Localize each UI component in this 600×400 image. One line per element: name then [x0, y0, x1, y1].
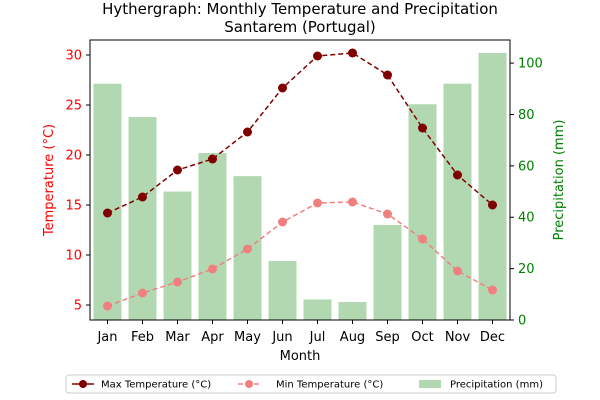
axes: 5 10 15 20 25 30 0 20 40 60 80 100 Jan Feb Mar Apr May Ju… — [65, 39, 543, 345]
precip-bar-nov — [443, 83, 472, 320]
y-right-tick-label: 0 — [518, 314, 526, 329]
precip-bar-dec — [478, 52, 507, 321]
max-temp-point-apr — [208, 154, 217, 164]
max-temp-point-sep — [383, 70, 392, 80]
precip-bar-sep — [373, 224, 402, 320]
max-temperature-line — [107, 52, 493, 214]
y-left-tick-label: 30 — [65, 49, 82, 64]
x-tick-label-jul: Jul — [309, 330, 326, 345]
y-left-tick-label: 25 — [65, 99, 82, 114]
y-right-tick-label: 20 — [518, 262, 535, 277]
x-tick-label-oct: Oct — [411, 330, 433, 345]
min-temp-point-jun — [278, 217, 287, 227]
min-temp-point-jul — [313, 198, 322, 208]
x-tick-label-sep: Sep — [375, 330, 400, 345]
y-axis-left-label: Temperature (°C) — [42, 124, 57, 237]
max-temp-point-jun — [278, 83, 287, 93]
max-temp-point-jan — [103, 208, 112, 218]
min-temp-point-mar — [173, 277, 182, 287]
x-tick-label-feb: Feb — [131, 330, 154, 345]
max-temp-point-feb — [138, 192, 147, 202]
y-right-tick-label: 80 — [518, 108, 535, 123]
y-axis-right-label: Precipitation (mm) — [552, 120, 567, 241]
chart-subtitle: Santarem (Portugal) — [224, 18, 376, 36]
precipitation-bars — [93, 52, 507, 321]
min-temp-point-feb — [138, 288, 147, 298]
max-temp-point-oct — [418, 123, 427, 133]
y-right-tick-label: 40 — [518, 211, 535, 226]
min-temperature-line — [107, 201, 493, 307]
x-tick-label-dec: Dec — [480, 330, 505, 345]
max-temp-point-mar — [173, 165, 182, 175]
min-temp-point-sep — [383, 209, 392, 219]
min-temp-point-oct — [418, 234, 427, 244]
y-left-tick-label: 10 — [65, 249, 82, 264]
legend-max-marker — [79, 380, 87, 388]
x-tick-label-mar: Mar — [165, 330, 190, 345]
precip-bar-jul — [303, 299, 332, 320]
max-temp-point-nov — [453, 170, 462, 180]
precip-bar-jun — [268, 260, 297, 320]
x-tick-label-jan: Jan — [96, 330, 117, 345]
precip-bar-jan — [93, 83, 122, 320]
precip-bar-oct — [408, 104, 437, 320]
min-temp-point-jan — [103, 301, 112, 311]
max-temp-point-jul — [313, 51, 322, 61]
legend: Max Temperature (°C) Min Temperature (°C)… — [65, 374, 557, 394]
y-right-tick-label: 60 — [518, 159, 535, 174]
min-temp-point-dec — [488, 285, 497, 295]
precip-bar-apr — [198, 153, 227, 320]
x-tick-label-may: May — [234, 330, 261, 345]
precip-bar-mar — [163, 191, 192, 320]
chart-title: Hythergraph: Monthly Temperature and Pre… — [102, 0, 498, 18]
temperature-lines — [103, 48, 497, 311]
legend-box — [65, 374, 557, 394]
x-axis-label: Month — [280, 349, 321, 364]
x-tick-label-jun: Jun — [271, 330, 292, 345]
legend-max-label: Max Temperature (°C) — [101, 380, 211, 391]
min-temp-point-may — [243, 244, 252, 254]
max-temp-point-may — [243, 127, 252, 137]
max-temp-point-dec — [488, 200, 497, 210]
min-temp-point-nov — [453, 266, 462, 276]
x-tick-label-aug: Aug — [340, 330, 365, 345]
x-tick-label-nov: Nov — [445, 330, 471, 345]
y-left-tick-label: 5 — [74, 299, 82, 314]
legend-min-label: Min Temperature (°C) — [276, 380, 383, 391]
min-temp-point-aug — [348, 197, 357, 207]
legend-min-marker — [245, 380, 253, 388]
plot-frame — [89, 39, 511, 321]
precip-bar-aug — [338, 302, 367, 320]
max-temp-point-aug — [348, 48, 357, 58]
min-temp-point-apr — [208, 264, 217, 274]
precip-bar-feb — [128, 117, 157, 321]
y-left-tick-label: 20 — [65, 149, 82, 164]
y-right-tick-label: 100 — [518, 57, 543, 72]
legend-precip-swatch — [419, 380, 441, 388]
y-left-tick-label: 15 — [65, 199, 82, 214]
x-tick-label-apr: Apr — [201, 330, 224, 345]
legend-precip-label: Precipitation (mm) — [450, 380, 543, 391]
